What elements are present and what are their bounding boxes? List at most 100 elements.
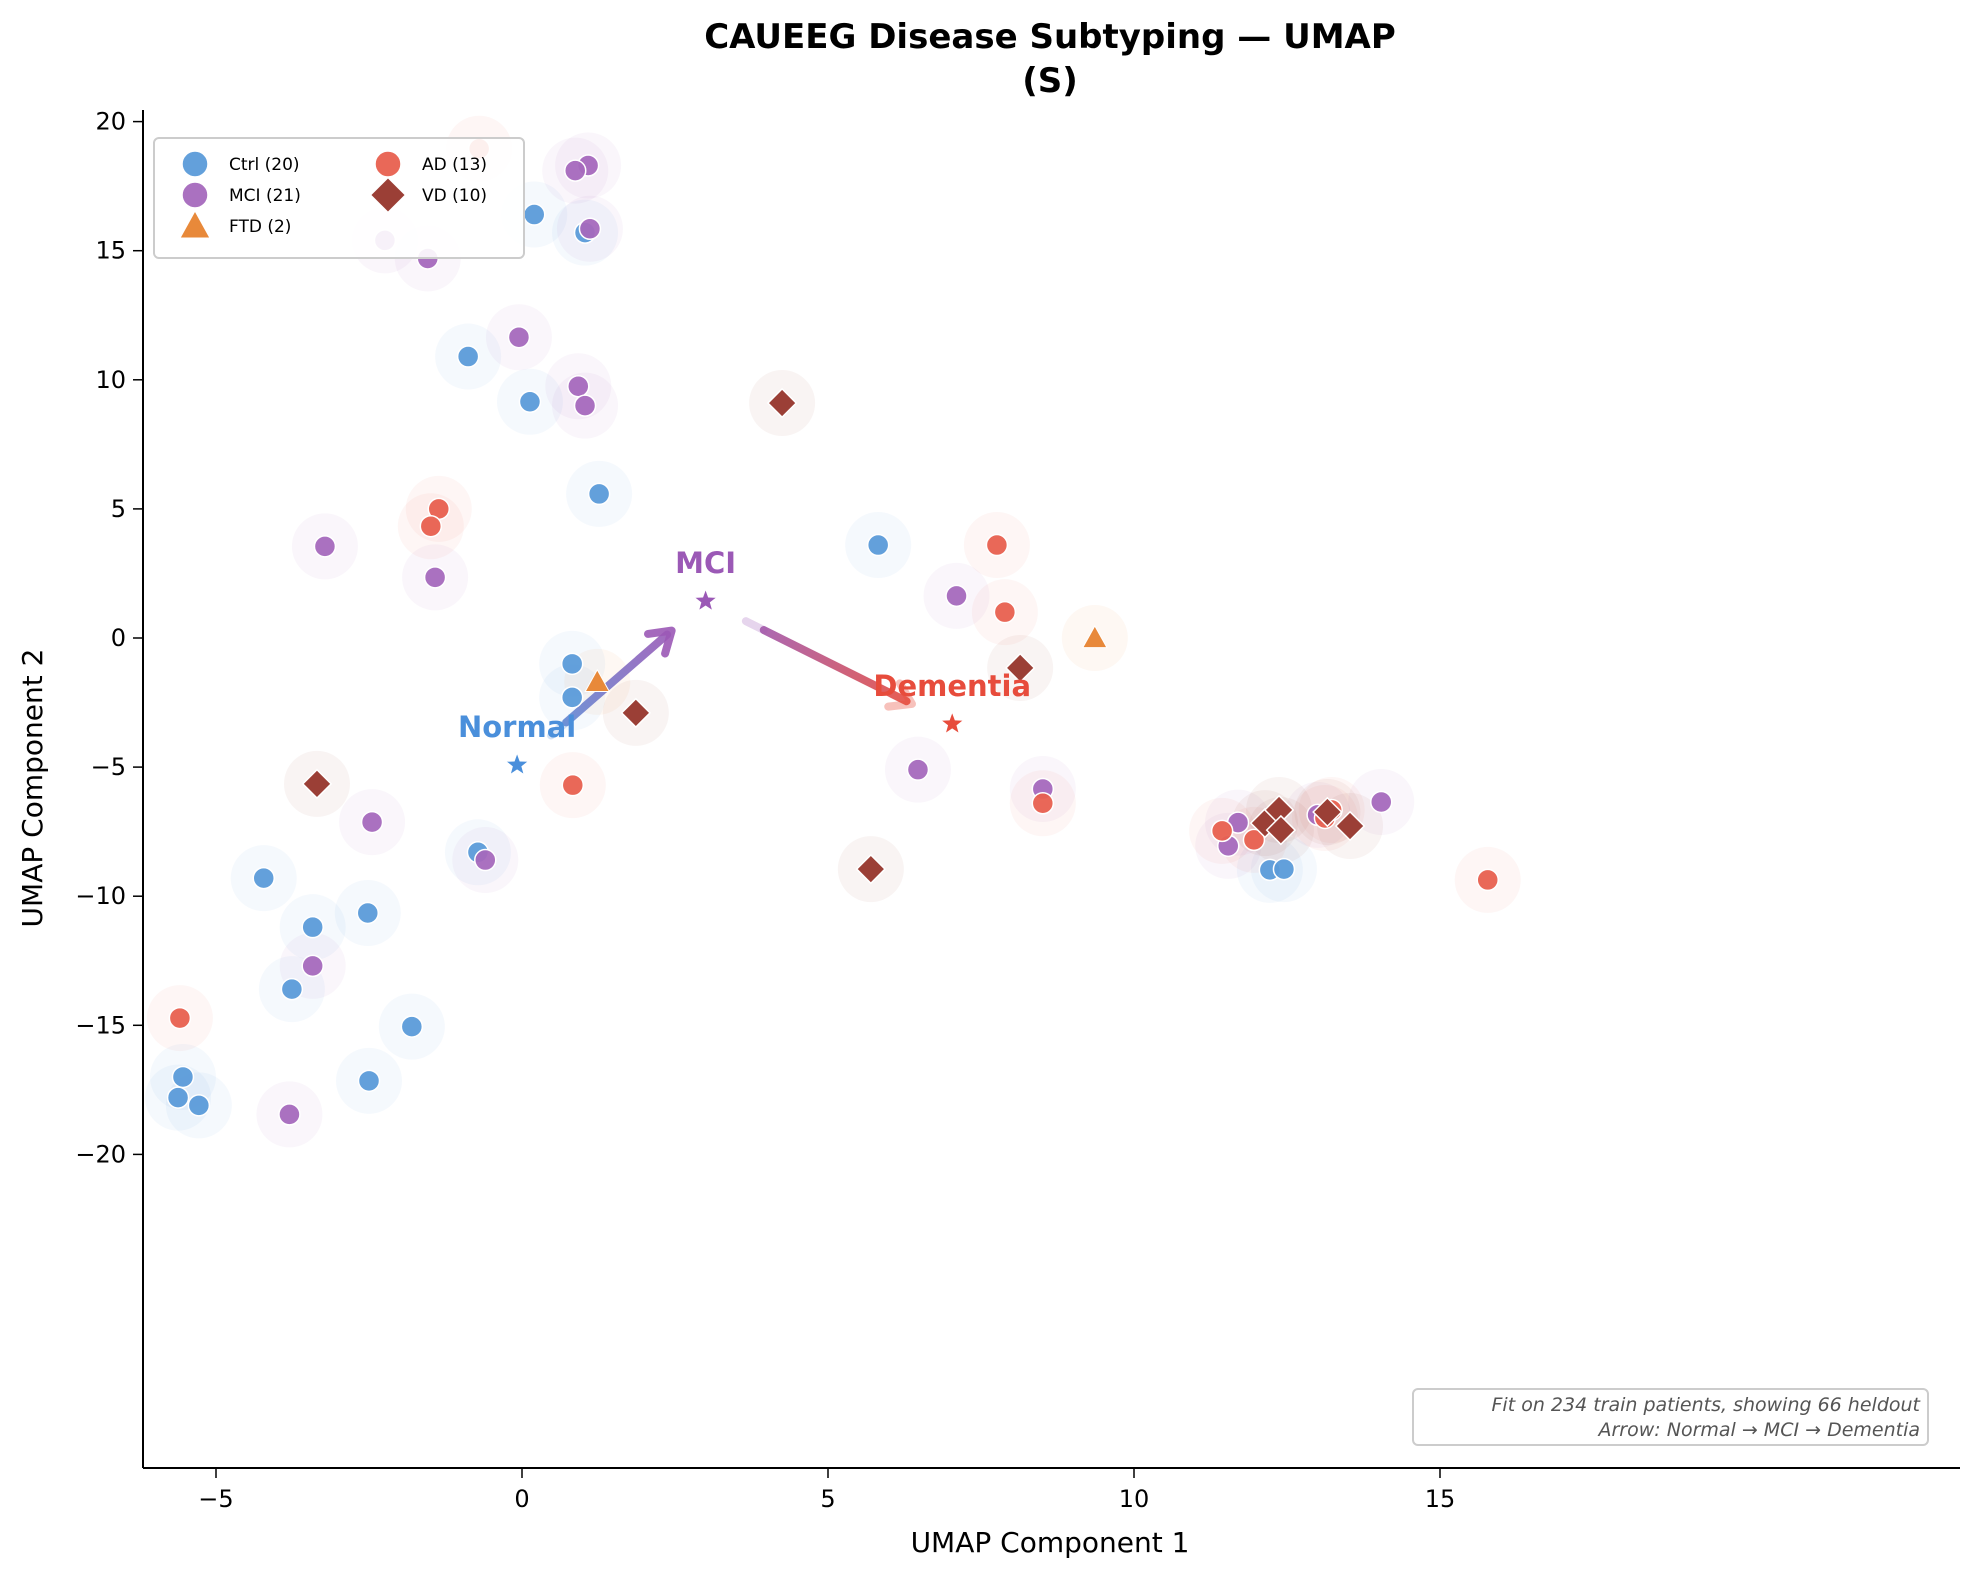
arrow-mci-to-dementia (759, 626, 911, 706)
data-point-ad (1476, 868, 1499, 892)
annotation-frame (1412, 1388, 1929, 1446)
legend: Ctrl (20) MCI (21) FTD (2) AD (13) VD (10) (153, 137, 525, 259)
data-point-ctrl (166, 1086, 190, 1109)
centroid-label-mci: MCI (675, 546, 736, 580)
y-tick-label: −20 (75, 1140, 126, 1168)
legend-label-ctrl: Ctrl (20) (229, 155, 300, 175)
halo-layer (145, 115, 1521, 1148)
x-tick-label: 15 (1425, 1485, 1456, 1513)
data-point-ctrl (171, 1065, 195, 1089)
data-point-ctrl (1272, 857, 1296, 881)
data-point-vd (766, 387, 798, 419)
legend-marker-vd (369, 176, 407, 214)
data-point-ctrl (280, 977, 304, 1001)
annotation-box: Fit on 234 train patients, showing 66 he… (1412, 1388, 1929, 1446)
legend-label-ad: AD (13) (422, 155, 487, 175)
data-point-vd (1004, 652, 1036, 684)
y-tick-label: −5 (91, 753, 126, 781)
legend-items: Ctrl (20) MCI (21) FTD (2) AD (13) VD (10) (179, 150, 487, 239)
data-point-vd (301, 768, 333, 800)
data-point-ctrl (518, 390, 542, 413)
data-point-ftd (584, 668, 611, 693)
data-point-vd (1265, 814, 1297, 846)
x-tick-label: −5 (198, 1485, 233, 1513)
x-tick-label: 0 (514, 1485, 529, 1513)
centroids: Normal MCI Dementia (458, 546, 1031, 776)
y-tick-label: 0 (111, 624, 126, 652)
legend-marker-ad (374, 150, 402, 178)
data-point-mci (423, 566, 447, 589)
chart-title: CAUEEG Disease Subtyping — UMAP (704, 17, 1396, 57)
data-point-ad (1031, 791, 1055, 815)
data-point-mci (360, 810, 384, 834)
data-point-mci (906, 758, 930, 781)
legend-item-vd: VD (10) (369, 176, 487, 214)
centroid-star-mci (692, 587, 719, 612)
y-tick-label: 5 (111, 495, 126, 523)
data-point-vd (855, 853, 887, 885)
centroid-star-dementia (939, 710, 965, 735)
data-point-mci (301, 954, 324, 978)
legend-label-vd: VD (10) (422, 186, 487, 206)
y-axis-label: UMAP Component 2 (16, 649, 49, 928)
arrow-mci-to-dementia-head (884, 679, 916, 711)
data-point-mci (573, 394, 597, 417)
data-point-mci (313, 535, 337, 558)
trajectory-arrows (547, 617, 916, 740)
legend-label-ftd: FTD (2) (229, 217, 291, 237)
data-point-ctrl (301, 915, 324, 939)
arrow-normal-to-mci-head (644, 626, 676, 658)
data-point-vd (1312, 796, 1343, 828)
data-point-mci (578, 217, 602, 241)
y-tick-label: 10 (95, 366, 126, 394)
annotation-line-2: Arrow: Normal → MCI → Dementia (1597, 1419, 1921, 1441)
data-point-vd (620, 697, 652, 729)
y-tick-label: −15 (75, 1011, 126, 1039)
data-point-ad (993, 600, 1017, 624)
x-tick-label: 10 (1119, 1485, 1150, 1513)
annotation-line-1: Fit on 234 train patients, showing 66 he… (1492, 1394, 1922, 1416)
data-point-ad (419, 514, 443, 538)
data-points (166, 137, 1499, 1126)
data-point-ctrl (400, 1015, 424, 1038)
data-point-ctrl (357, 1069, 381, 1093)
data-point-mci (567, 375, 590, 398)
data-point-ctrl (587, 482, 611, 506)
data-point-ctrl (187, 1094, 211, 1117)
legend-item-mci: MCI (21) (181, 181, 301, 209)
data-point-mci (278, 1103, 301, 1126)
arrow-normal-to-mci (562, 630, 672, 727)
data-point-mci (507, 325, 531, 349)
chart-subtitle: (S) (1022, 61, 1078, 101)
legend-frame (153, 137, 525, 259)
legend-label-mci: MCI (21) (229, 186, 301, 206)
data-point-ad (168, 1006, 192, 1030)
legend-item-ctrl: Ctrl (20) (181, 150, 300, 178)
data-point-ctrl (456, 345, 480, 368)
data-point-mci (1369, 790, 1393, 814)
x-axis-label: UMAP Component 1 (911, 1526, 1190, 1559)
legend-marker-mci (181, 181, 209, 209)
y-tick-label: 20 (95, 108, 126, 136)
legend-marker-ftd (179, 210, 211, 239)
data-point-ctrl (252, 866, 275, 890)
data-point-mci (563, 159, 587, 182)
legend-item-ftd: FTD (2) (179, 210, 291, 239)
data-point-ad (1242, 828, 1266, 852)
x-ticks: −5 0 5 10 15 (198, 1468, 1455, 1513)
data-point-ftd (1081, 624, 1108, 649)
y-tick-label: −10 (75, 882, 126, 910)
data-point-ad (1210, 819, 1234, 843)
data-point-ad (985, 533, 1009, 557)
data-point-ctrl (866, 533, 890, 557)
data-point-mci (474, 848, 497, 872)
data-point-ad (561, 773, 585, 797)
data-point-ctrl (560, 652, 584, 676)
axes: −5 0 5 10 15 −20 −15 −10 −5 0 5 10 15 20 (75, 108, 1960, 1513)
y-tick-label: 15 (95, 237, 126, 265)
data-point-vd (1334, 810, 1366, 842)
data-point-mci (945, 584, 968, 608)
legend-marker-ctrl (181, 150, 209, 178)
legend-item-ad: AD (13) (374, 150, 487, 178)
